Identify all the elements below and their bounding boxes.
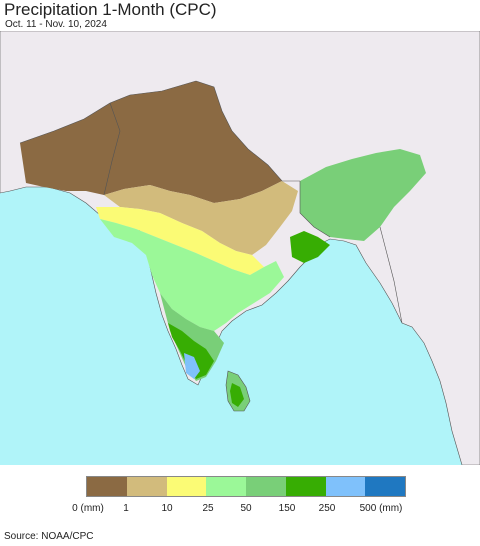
legend-label: 25 bbox=[202, 503, 214, 514]
source-credit: Source: NOAA/CPC bbox=[4, 531, 94, 542]
legend-swatch-2 bbox=[166, 477, 207, 496]
legend-swatch-7 bbox=[365, 477, 405, 496]
legend-label: 10 bbox=[161, 503, 173, 514]
region-150mm-east bbox=[290, 231, 330, 263]
legend-swatch-0 bbox=[87, 477, 127, 496]
legend-swatch-5 bbox=[285, 477, 326, 496]
region-150mm bbox=[168, 323, 214, 379]
legend-color-bar bbox=[86, 476, 406, 497]
legend-labels: 0 (mm) 1 10 25 50 150 250 500 (mm) bbox=[0, 503, 480, 517]
legend: 0 (mm) 1 10 25 50 150 250 500 (mm) bbox=[0, 465, 480, 525]
country-borders bbox=[19, 80, 403, 324]
legend-swatch-3 bbox=[206, 477, 246, 496]
legend-label: 150 bbox=[278, 503, 296, 514]
legend-label: 1 bbox=[123, 503, 129, 514]
region-0mm bbox=[20, 81, 282, 203]
legend-swatch-4 bbox=[246, 477, 286, 496]
map-svg bbox=[0, 31, 480, 465]
region-10mm bbox=[96, 207, 264, 275]
region-250mm bbox=[184, 353, 200, 379]
legend-swatch-6 bbox=[325, 477, 366, 496]
region-1mm bbox=[104, 181, 298, 255]
region-25mm bbox=[100, 219, 284, 331]
date-range: Oct. 11 - Nov. 10, 2024 bbox=[5, 19, 107, 30]
legend-label: 50 bbox=[240, 503, 252, 514]
page-title: Precipitation 1-Month (CPC) bbox=[4, 0, 217, 19]
precipitation-map bbox=[0, 31, 480, 465]
legend-label: 0 (mm) bbox=[72, 503, 104, 514]
legend-label: 500 (mm) bbox=[359, 503, 403, 514]
legend-label: 250 bbox=[318, 503, 336, 514]
legend-swatch-1 bbox=[126, 477, 167, 496]
region-50mm-northeast bbox=[300, 149, 426, 241]
sri-lanka-core bbox=[230, 383, 244, 407]
